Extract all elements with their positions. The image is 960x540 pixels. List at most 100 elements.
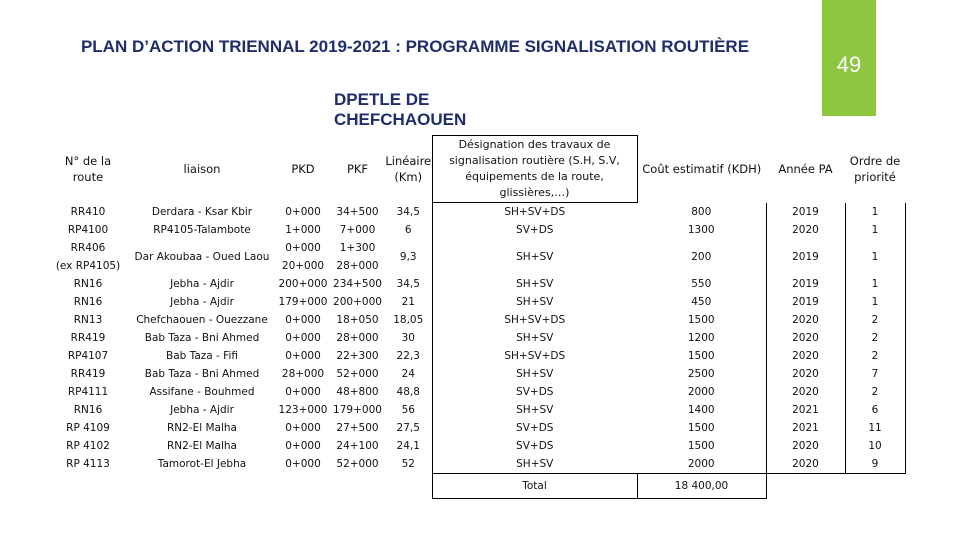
table-cell: 2 <box>844 383 906 401</box>
table-cell: RP4107 <box>67 350 109 362</box>
table-cell: 2 <box>844 347 906 365</box>
table-cell: 123+000 <box>278 404 328 416</box>
table-cell: 24,1 <box>396 440 420 452</box>
table-cell: 2500 <box>687 368 715 380</box>
table-cell: RN13 <box>73 314 103 326</box>
table-cell: RP 4102 <box>66 440 110 452</box>
table-row: RR419 Bab Taza - Bni Ahmed 28+000 52+000 24 S… <box>48 365 906 383</box>
cell-line: RR406 <box>70 242 106 254</box>
table-cell: Dar Akoubaa - Oued Laou <box>134 251 270 263</box>
table-cell: Jebha - Ajdir <box>170 404 234 416</box>
table-cell: 7 <box>844 365 906 383</box>
table-cell: 2 <box>844 311 906 329</box>
table-cell: 234+500 <box>333 278 382 290</box>
table-cell: RN16 <box>73 404 103 416</box>
table-cell: SH+SV <box>431 275 637 293</box>
table-cell: 200+000 <box>278 278 328 290</box>
slide-subtitle: DPETLE DE CHEFCHAOUEN <box>334 90 467 129</box>
table-cell: 1 <box>844 221 906 239</box>
table-cell: RP 4113 <box>66 458 110 471</box>
table-cell: 9,3 <box>399 251 417 263</box>
table-cell: 2020 <box>765 221 845 239</box>
table-cell: 52+000 <box>336 458 379 471</box>
table-cell: SH+SV+DS <box>431 311 637 329</box>
column-header: N° de la route <box>64 154 112 184</box>
table-cell: Bab Taza - Fifi <box>166 350 238 362</box>
table-cell: 34,5 <box>396 205 420 218</box>
table-cell: RN16 <box>73 278 103 290</box>
table-cell: 0+000 <box>285 422 321 434</box>
column-header: Linéaire (Km) <box>385 154 432 184</box>
column-header: Ordre de priorité <box>849 154 901 184</box>
table-cell: 2021 <box>765 401 845 419</box>
table-row: RP 4109 RN2-El Malha 0+000 27+500 27,5 SV+DS 1… <box>48 419 906 437</box>
page-badge <box>822 0 876 116</box>
page-number: 49 <box>836 52 862 77</box>
table-cell: RP4105-Talambote <box>153 224 251 236</box>
column-header: Coût estimatif (KDH) <box>642 162 762 176</box>
table-cell: 2020 <box>765 455 845 474</box>
table-cell: 7+000 <box>339 224 376 236</box>
table-cell: 450 <box>691 296 712 308</box>
table-cell: RN16 <box>73 296 103 308</box>
action-table: N° de la route liaison PKD PKF Linéaire (Km)… <box>48 135 906 499</box>
table-cell: 550 <box>691 278 712 290</box>
table-cell: 0+000 <box>285 205 321 218</box>
table-cell: 1 <box>844 239 906 275</box>
table-cell: 2020 <box>765 329 845 347</box>
table-cell: 22+300 <box>336 350 379 362</box>
table-cell: 2019 <box>765 239 845 275</box>
table-cell: 52+000 <box>336 368 379 380</box>
table-cell: 11 <box>844 419 906 437</box>
table-cell: 1500 <box>687 350 715 362</box>
table-cell: 1500 <box>687 314 715 326</box>
table-cell: 1+000 <box>285 224 321 236</box>
table-cell: 48+800 <box>336 386 379 398</box>
total-label: Total <box>431 473 638 499</box>
table-cell: SH+SV+DS <box>431 202 637 221</box>
table-cell: RN2-El Malha <box>166 440 237 452</box>
slide-title: PLAN D’ACTION TRIENNAL 2019-2021 : PROGR… <box>80 37 750 56</box>
table-cell: 2021 <box>765 419 845 437</box>
column-header: Année PA <box>778 162 833 176</box>
table-cell: 2020 <box>765 383 845 401</box>
table-body: RR410 Derdara - Ksar Kbir 0+000 34+500 34,5 S… <box>48 202 906 474</box>
table-cell: 2 <box>844 329 906 347</box>
table-cell: SV+DS <box>431 383 637 401</box>
table-cell: 2020 <box>765 311 845 329</box>
column-header: Désignation des travaux de signalisation… <box>431 135 638 203</box>
table-row: RP4107 Bab Taza - Fifi 0+000 22+300 22,3 SH+S… <box>48 347 906 365</box>
table-cell: SH+SV <box>431 455 637 474</box>
table-cell: SH+SV <box>431 365 637 383</box>
table-cell: 9 <box>844 455 906 474</box>
table-cell: Bab Taza - Bni Ahmed <box>144 332 260 344</box>
cell-line: 28+000 <box>336 260 379 272</box>
empty-cell <box>48 474 432 499</box>
table-row: RP4111 Assifane - Bouhmed 0+000 48+800 48,8 S… <box>48 383 906 401</box>
table-cell: RP 4109 <box>66 422 110 434</box>
table-cell: RR419 <box>70 332 106 344</box>
table-cell: SV+DS <box>431 221 637 239</box>
table-cell: 2000 <box>687 386 715 398</box>
table-cell: 1500 <box>687 422 715 434</box>
table-cell: 1 <box>844 275 906 293</box>
table-cell: 6 <box>404 224 412 236</box>
table-cell: 2019 <box>765 202 845 221</box>
table-cell: 2019 <box>765 275 845 293</box>
table-cell: Bab Taza - Bni Ahmed <box>144 368 260 380</box>
table-cell: 21 <box>401 296 415 308</box>
table-cell: 0+000 <box>285 332 321 344</box>
cell-line: (ex RP4105) <box>55 260 121 272</box>
table-cell: 2019 <box>765 293 845 311</box>
table-cell: 1300 <box>687 224 715 236</box>
table-cell: 30 <box>401 332 415 344</box>
table-cell: 22,3 <box>396 350 420 362</box>
header-row: N° de la route liaison PKD PKF Linéaire (Km)… <box>48 135 905 203</box>
total-value: 18 400,00 <box>636 473 767 499</box>
table-cell: 10 <box>844 437 906 455</box>
table-cell: RR419 <box>70 368 106 380</box>
table-cell: Assifane - Bouhmed <box>149 386 255 398</box>
table-cell: RN2-El Malha <box>166 422 237 434</box>
table-cell: RP4100 <box>67 224 109 236</box>
table-cell: 0+000 20+000 <box>276 239 330 275</box>
